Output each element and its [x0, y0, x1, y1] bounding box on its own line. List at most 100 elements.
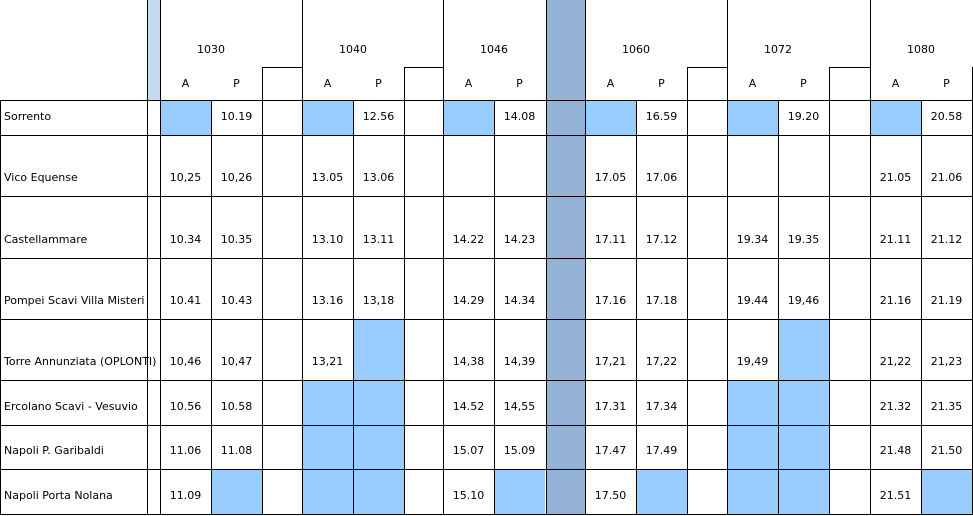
time: 17.49: [646, 444, 678, 457]
time: 10,25: [170, 171, 202, 184]
time: 15.07: [453, 444, 485, 457]
time: 14.08: [504, 110, 536, 123]
time: 19,49: [737, 355, 769, 368]
time: 10.56: [170, 400, 202, 413]
column-subhead: P: [943, 77, 950, 90]
time: 10.35: [221, 233, 253, 246]
time: 14.52: [453, 400, 485, 413]
time: 14,39: [504, 355, 536, 368]
time: 13.16: [312, 294, 344, 307]
time: 17.31: [595, 400, 627, 413]
no-stop-cell: [727, 425, 778, 469]
column-subhead: A: [465, 77, 473, 90]
time: 21.48: [880, 444, 912, 457]
no-stop-cell: [727, 469, 778, 514]
time: 21.12: [931, 233, 963, 246]
time: 17.16: [595, 294, 627, 307]
time: 17.05: [595, 171, 627, 184]
time: 12.56: [363, 110, 395, 123]
station-name: Torre Annunziata (OPLONTI): [3, 355, 156, 368]
column-subhead: P: [800, 77, 807, 90]
train-number: 1030: [197, 43, 225, 56]
column-subhead: A: [749, 77, 757, 90]
time: 14.29: [453, 294, 485, 307]
train-number: 1060: [622, 43, 650, 56]
time: 14,55: [504, 400, 536, 413]
no-stop-cell: [302, 100, 353, 135]
no-stop-cell: [211, 469, 262, 514]
header-stripe: [147, 0, 160, 100]
no-stop-cell: [778, 380, 829, 425]
no-stop-cell: [353, 425, 404, 469]
time: 19.35: [788, 233, 820, 246]
time: 15.10: [453, 489, 485, 502]
no-stop-cell: [160, 100, 211, 135]
station-name: Napoli P. Garibaldi: [4, 444, 104, 457]
time: 10.58: [221, 400, 253, 413]
time: 21.51: [880, 489, 912, 502]
time: 17.06: [646, 171, 678, 184]
station-name: Castellammare: [4, 233, 88, 246]
no-stop-cell: [494, 469, 545, 514]
station-name: Ercolano Scavi - Vesuvio: [4, 400, 138, 413]
station-name: Sorrento: [4, 110, 51, 123]
column-subhead: P: [233, 77, 240, 90]
time: 21.11: [880, 233, 912, 246]
time: 14.22: [453, 233, 485, 246]
time: 10.41: [170, 294, 202, 307]
time: 17.50: [595, 489, 627, 502]
train-number: 1080: [907, 43, 935, 56]
column-subhead: A: [607, 77, 615, 90]
time: 17.11: [595, 233, 627, 246]
separator-column: [546, 0, 585, 514]
station-name: Napoli Porta Nolana: [4, 489, 113, 502]
column-subhead: P: [516, 77, 523, 90]
time: 21.35: [931, 400, 963, 413]
no-stop-cell: [302, 469, 353, 514]
time: 21.06: [931, 171, 963, 184]
time: 10,47: [221, 355, 253, 368]
time: 21.32: [880, 400, 912, 413]
time: 13.05: [312, 171, 344, 184]
time: 10,26: [221, 171, 253, 184]
time: 10.19: [221, 110, 253, 123]
station-name: Vico Equense: [4, 171, 78, 184]
no-stop-cell: [302, 425, 353, 469]
time: 14,38: [453, 355, 485, 368]
time: 13.11: [363, 233, 395, 246]
time: 17.18: [646, 294, 678, 307]
no-stop-cell: [727, 380, 778, 425]
time: 19.34: [737, 233, 769, 246]
time: 13,18: [363, 294, 395, 307]
no-stop-cell: [443, 100, 494, 135]
no-stop-cell: [778, 425, 829, 469]
time: 17.34: [646, 400, 678, 413]
time: 13.10: [312, 233, 344, 246]
time: 14.34: [504, 294, 536, 307]
no-stop-cell: [778, 469, 829, 514]
train-number: 1072: [764, 43, 792, 56]
time: 21,22: [880, 355, 912, 368]
time: 11.09: [170, 489, 202, 502]
time: 17.12: [646, 233, 678, 246]
no-stop-cell: [585, 100, 636, 135]
time: 10.43: [221, 294, 253, 307]
time: 21.05: [880, 171, 912, 184]
no-stop-cell: [636, 469, 687, 514]
time: 19.20: [788, 110, 820, 123]
no-stop-cell: [353, 319, 404, 380]
train-number: 1046: [480, 43, 508, 56]
time: 17,22: [646, 355, 678, 368]
no-stop-cell: [353, 469, 404, 514]
time: 13.06: [363, 171, 395, 184]
station-name: Pompei Scavi Villa Misteri: [4, 294, 144, 307]
column-subhead: P: [375, 77, 382, 90]
column-subhead: A: [324, 77, 332, 90]
no-stop-cell: [921, 469, 972, 514]
time: 10.34: [170, 233, 202, 246]
time: 13,21: [312, 355, 344, 368]
time: 19.44: [737, 294, 769, 307]
time: 21.50: [931, 444, 963, 457]
